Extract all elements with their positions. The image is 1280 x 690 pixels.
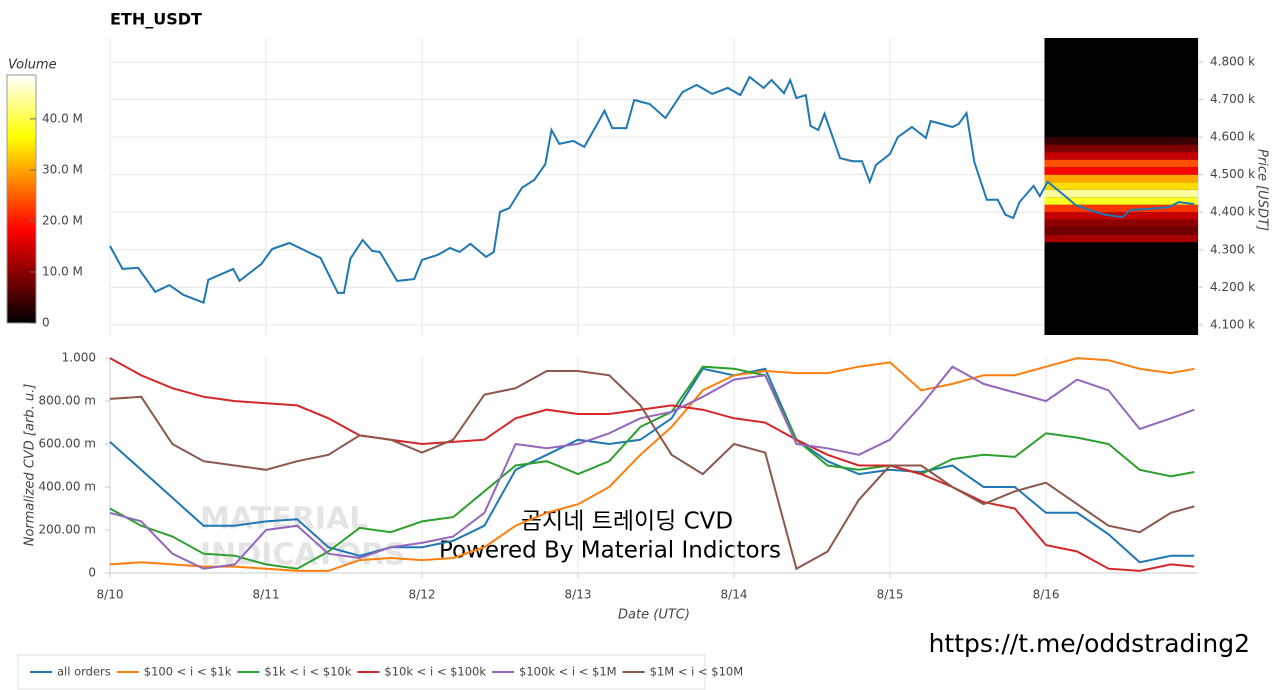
x-tick-label: 8/11 bbox=[253, 588, 280, 602]
legend-label: $10k < i < $100k bbox=[384, 665, 486, 679]
x-tick-label: 8/16 bbox=[1033, 588, 1060, 602]
x-tick-label: 8/13 bbox=[565, 588, 592, 602]
y-tick-label: 600.00 m bbox=[39, 437, 97, 451]
legend-label: $100k < i < $1M bbox=[519, 665, 617, 679]
link: https://t.me/oddstrading2 bbox=[929, 629, 1250, 658]
colorbar-tick-label: 0 bbox=[42, 316, 50, 330]
series-line bbox=[109, 365, 1195, 570]
x-axis-label: Date (UTC) bbox=[618, 608, 690, 623]
y-tick-label: 4.800 k bbox=[1210, 55, 1255, 69]
legend-label: $100 < i < $1k bbox=[144, 665, 232, 679]
series-line bbox=[109, 365, 1195, 570]
y-tick-label: 4.200 k bbox=[1210, 280, 1255, 294]
legend-label: $1M < i < $10M bbox=[650, 665, 744, 679]
watermark: MATERIAL bbox=[200, 502, 368, 537]
y-tick-label: 4.500 k bbox=[1210, 167, 1255, 181]
chart-title: ETH_USDT bbox=[110, 10, 202, 29]
price-line bbox=[109, 75, 1195, 305]
series-line bbox=[109, 357, 1195, 572]
y-tick-label: 800.00 m bbox=[39, 394, 97, 408]
x-tick-label: 8/10 bbox=[97, 588, 124, 602]
heatmap-cell bbox=[1044, 189, 1198, 198]
heatmap-cell bbox=[1044, 204, 1198, 213]
colorbar-tick-label: 30.0 M bbox=[42, 162, 83, 176]
annotation: 곰지네 트레이딩 CVD bbox=[521, 509, 733, 535]
y-axis-label: Normalized CVD [arb. u.] bbox=[23, 384, 38, 547]
y-tick-label: 400.00 m bbox=[39, 480, 97, 494]
x-tick-label: 8/15 bbox=[877, 588, 904, 602]
legend-label: $1k < i < $10k bbox=[264, 665, 351, 679]
series-line bbox=[109, 357, 1195, 572]
colorbar-tick-label: 40.0 M bbox=[42, 111, 83, 125]
y-tick-label: 4.400 k bbox=[1210, 205, 1255, 219]
colorbar-label: Volume bbox=[8, 58, 57, 73]
heatmap-cell bbox=[1044, 167, 1198, 175]
colorbar bbox=[6, 74, 37, 324]
colorbar-tick-label: 20.0 M bbox=[42, 213, 83, 227]
y-tick-label: 4.300 k bbox=[1210, 242, 1255, 256]
y-tick-label: 4.700 k bbox=[1210, 92, 1255, 106]
heatmap-cell bbox=[1044, 234, 1198, 243]
heatmap-cell bbox=[1044, 159, 1198, 168]
x-tick-label: 8/12 bbox=[409, 588, 436, 602]
heatmap-cell bbox=[1044, 197, 1198, 205]
series-line bbox=[109, 370, 1195, 571]
legend-label: all orders bbox=[57, 665, 111, 679]
x-tick-label: 8/14 bbox=[721, 588, 748, 602]
y-tick-label: 4.100 k bbox=[1210, 317, 1255, 331]
colorbar-tick-label: 10.0 M bbox=[42, 264, 83, 278]
y-tick-label: 0 bbox=[88, 566, 96, 580]
annotation: Powered By Material Indictors bbox=[439, 538, 781, 564]
y-tick-label: 1.000 bbox=[62, 351, 96, 365]
heatmap-cell bbox=[1044, 152, 1198, 160]
heatmap-cell bbox=[1044, 174, 1198, 183]
y-axis-label: Price [USDT] bbox=[1255, 149, 1270, 231]
y-tick-label: 4.600 k bbox=[1210, 130, 1255, 144]
heatmap-cell bbox=[1044, 144, 1198, 153]
y-tick-label: 200.00 m bbox=[39, 523, 97, 537]
heatmap-cell bbox=[1044, 219, 1198, 228]
heatmap-cell bbox=[1044, 182, 1198, 190]
heatmap-cell bbox=[1044, 137, 1198, 145]
heatmap-cell bbox=[1044, 227, 1198, 235]
